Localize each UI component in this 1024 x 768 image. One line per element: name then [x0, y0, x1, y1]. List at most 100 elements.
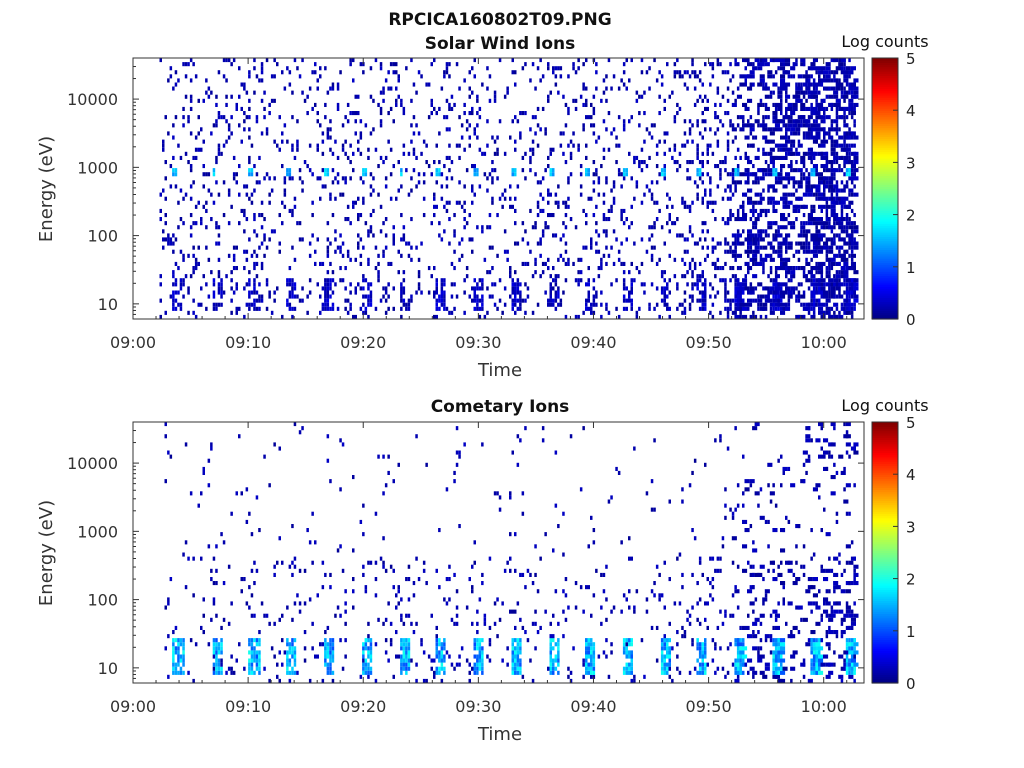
- heatmap-cell: [848, 294, 851, 299]
- heatmap-cell: [605, 245, 608, 250]
- heatmap-cell: [276, 143, 279, 148]
- colorbar-step: [872, 227, 898, 231]
- heatmap-cell: [666, 306, 669, 311]
- heatmap-cell: [787, 221, 793, 226]
- heatmap-cell: [691, 294, 694, 299]
- heatmap-cell: [630, 282, 633, 287]
- heatmap-cell: [719, 62, 722, 67]
- heatmap-cell: [825, 115, 831, 120]
- heatmap-cell: [683, 70, 687, 75]
- heatmap-cell: [757, 658, 763, 663]
- heatmap-cell: [671, 155, 674, 160]
- heatmap-cell: [400, 306, 403, 311]
- heatmap-cell: [742, 642, 745, 647]
- heatmap-cell: [706, 200, 709, 205]
- heatmap-cell: [516, 184, 520, 189]
- heatmap-cell: [777, 233, 783, 238]
- heatmap-cell: [372, 127, 375, 132]
- heatmap-cell: [200, 127, 203, 132]
- heatmap-cell: [764, 519, 768, 524]
- heatmap-cell: [630, 638, 633, 643]
- heatmap-cell: [473, 670, 476, 675]
- heatmap-cell: [612, 184, 616, 189]
- heatmap-cell: [754, 249, 760, 254]
- heatmap-cell: [248, 670, 251, 675]
- heatmap-cell: [552, 670, 555, 675]
- heatmap-cell: [774, 200, 780, 205]
- heatmap-cell: [711, 62, 715, 67]
- heatmap-cell: [633, 241, 636, 246]
- heatmap-cell: [769, 131, 775, 136]
- heatmap-cell: [812, 78, 816, 83]
- heatmap-cell: [660, 658, 664, 663]
- heatmap-cell: [815, 66, 821, 71]
- heatmap-cell: [220, 662, 223, 667]
- heatmap-cell: [830, 266, 834, 271]
- heatmap-cell: [833, 286, 836, 291]
- heatmap-cell: [278, 213, 281, 218]
- heatmap-cell: [362, 572, 365, 577]
- heatmap-cell: [557, 274, 560, 279]
- heatmap-cell: [387, 70, 390, 75]
- heatmap-cell: [823, 151, 829, 156]
- heatmap-cell: [752, 540, 755, 545]
- heatmap-cell: [663, 131, 666, 136]
- heatmap-cell: [795, 204, 801, 209]
- heatmap-cell: [286, 666, 289, 671]
- heatmap-cell: [174, 670, 178, 675]
- heatmap-cell: [797, 180, 803, 185]
- heatmap-cell: [590, 306, 593, 311]
- heatmap-cell: [800, 172, 803, 177]
- heatmap-cell: [210, 270, 213, 275]
- heatmap-cell: [650, 479, 654, 484]
- heatmap-cell: [853, 90, 859, 95]
- heatmap-cell: [468, 86, 471, 91]
- heatmap-cell: [714, 245, 717, 250]
- heatmap-cell: [174, 638, 178, 643]
- heatmap-cell: [526, 638, 530, 643]
- heatmap-cell: [764, 102, 768, 107]
- heatmap-cell: [187, 253, 190, 258]
- heatmap-cell: [476, 123, 479, 128]
- heatmap-cell: [253, 581, 256, 586]
- heatmap-cell: [681, 499, 684, 504]
- heatmap-cell: [248, 511, 251, 516]
- heatmap-cell: [288, 658, 292, 663]
- heatmap-cell: [701, 229, 704, 234]
- heatmap-cell: [762, 577, 765, 582]
- heatmap-cell: [169, 294, 173, 299]
- heatmap-cell: [790, 115, 793, 120]
- heatmap-cell: [835, 155, 839, 160]
- heatmap-cell: [818, 90, 821, 95]
- heatmap-cell: [197, 503, 200, 508]
- heatmap-cell: [549, 151, 552, 156]
- heatmap-cell: [260, 200, 264, 205]
- heatmap-cell: [217, 233, 221, 238]
- x-tick-label: 09:10: [225, 333, 271, 352]
- heatmap-cell: [367, 662, 370, 667]
- heatmap-cell: [268, 192, 271, 197]
- heatmap-cell: [615, 466, 618, 471]
- heatmap-cell: [205, 245, 208, 250]
- heatmap-cell: [792, 102, 798, 107]
- colorbar-step: [872, 240, 898, 244]
- heatmap-cell: [329, 282, 332, 287]
- heatmap-cell: [220, 666, 223, 671]
- heatmap-cell: [663, 270, 666, 275]
- heatmap-cell: [850, 257, 854, 262]
- heatmap-cell: [590, 650, 593, 655]
- heatmap-cell: [397, 74, 400, 79]
- heatmap-cell: [384, 290, 388, 295]
- heatmap-cell: [562, 609, 565, 614]
- heatmap-cell: [552, 666, 555, 671]
- heatmap-cell: [182, 62, 185, 67]
- heatmap-cell: [645, 249, 649, 254]
- heatmap-cell: [324, 642, 327, 647]
- heatmap-cell: [329, 278, 332, 283]
- heatmap-cell: [802, 290, 806, 295]
- heatmap-cell: [400, 642, 403, 647]
- heatmap-cell: [810, 66, 816, 71]
- heatmap-cell: [711, 200, 715, 205]
- heatmap-cell: [653, 225, 656, 230]
- heatmap-cell: [762, 302, 768, 307]
